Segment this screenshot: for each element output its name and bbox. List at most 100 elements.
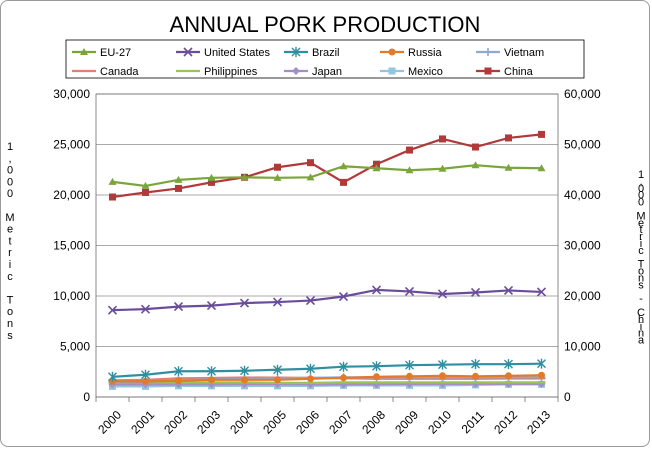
data-point (174, 366, 183, 377)
data-point (388, 48, 396, 56)
data-point (273, 173, 282, 181)
x-tick-label: 2010 (425, 408, 454, 437)
data-point (340, 178, 347, 186)
data-point (373, 373, 380, 381)
y-left-tick-label: 15,000 (53, 239, 90, 253)
legend-item: Brazil (284, 47, 340, 59)
data-point (239, 298, 250, 308)
series-eu-27 (108, 161, 546, 189)
x-tick-label: 2011 (459, 408, 487, 436)
data-point (536, 287, 547, 297)
data-point (306, 173, 315, 181)
y-right-tick-label: 40,000 (564, 188, 601, 202)
data-point (338, 291, 349, 302)
x-tick-label: 2013 (524, 408, 553, 437)
legend-item: Canada (72, 66, 139, 78)
data-point (472, 143, 479, 151)
data-point (142, 188, 149, 196)
data-point (207, 366, 216, 377)
data-point (307, 375, 314, 383)
data-point (372, 164, 381, 172)
data-point (372, 361, 381, 372)
series-line (112, 374, 542, 383)
data-point (406, 372, 413, 380)
y-right-tick-label: 20,000 (564, 289, 601, 303)
data-point (141, 369, 150, 380)
legend-label: Russia (408, 47, 443, 59)
data-point (371, 285, 382, 295)
series-line (112, 381, 542, 384)
data-point (439, 372, 446, 380)
data-point (340, 374, 347, 382)
series-russia (109, 371, 545, 385)
plot-area: 0 5,000 10,000 15,000 20,000 25,000 30,000 0 10,… (53, 87, 601, 437)
x-tick-label: 2001 (128, 408, 157, 437)
data-point (505, 134, 512, 142)
series-brazil (108, 358, 546, 382)
data-point (208, 376, 215, 384)
data-point (291, 47, 301, 57)
data-point (274, 163, 281, 171)
series-line (112, 164, 542, 188)
legend-label: Philippines (204, 66, 258, 78)
data-point (388, 67, 396, 75)
series-line (112, 362, 542, 378)
x-tick-label: 2008 (359, 408, 388, 437)
legend-label: EU-27 (100, 47, 131, 59)
legend-item: China (476, 66, 534, 78)
data-point (373, 160, 380, 168)
data-point (405, 360, 414, 371)
x-tick-label: 2000 (95, 408, 124, 437)
legend-label: Vietnam (504, 47, 544, 59)
data-point (274, 376, 281, 384)
data-point (339, 162, 348, 170)
series-united-states (107, 285, 547, 315)
x-tick-label: 2002 (161, 408, 190, 437)
y-left-tick-label: 10,000 (53, 289, 90, 303)
series-line (112, 382, 542, 386)
data-point (175, 184, 182, 192)
data-point (272, 297, 283, 307)
data-point (537, 164, 546, 172)
legend-label: Canada (100, 66, 139, 78)
data-point (240, 173, 249, 181)
y-left-tick-label: 5,000 (60, 340, 90, 354)
data-point (183, 47, 193, 57)
data-point (484, 67, 492, 75)
y-right-tick-label: 0 (564, 390, 571, 404)
data-point (108, 177, 117, 185)
data-point (108, 371, 117, 382)
legend-item: United States (176, 47, 271, 59)
data-point (107, 305, 118, 315)
x-tick-label: 2003 (194, 408, 223, 437)
data-point (470, 287, 481, 298)
data-point (142, 377, 149, 385)
y-right-tick-label: 30,000 (564, 239, 601, 253)
data-point (306, 363, 315, 374)
data-point (438, 359, 447, 370)
data-point (80, 48, 88, 55)
legend-items: EU-27 United States Brazil Russia Vietnam Can… (72, 47, 544, 78)
x-tick-label: 2005 (260, 408, 289, 437)
data-point (305, 295, 316, 306)
data-point (537, 358, 546, 369)
y-right-tick-label: 10,000 (564, 340, 601, 354)
x-tick-label: 2009 (392, 408, 421, 437)
data-point (241, 376, 248, 384)
series-line (112, 288, 542, 312)
data-point (406, 146, 413, 154)
legend-label: Japan (312, 66, 342, 78)
legend-item: Philippines (176, 66, 258, 78)
data-point (273, 364, 282, 375)
data-point (504, 359, 513, 370)
y-left-tick-label: 20,000 (53, 188, 90, 202)
legend-item: Vietnam (476, 47, 544, 59)
data-point (175, 377, 182, 385)
data-point (438, 164, 447, 172)
data-point (140, 304, 151, 314)
y-right-tick-label: 50,000 (564, 138, 601, 152)
data-point (503, 285, 514, 296)
